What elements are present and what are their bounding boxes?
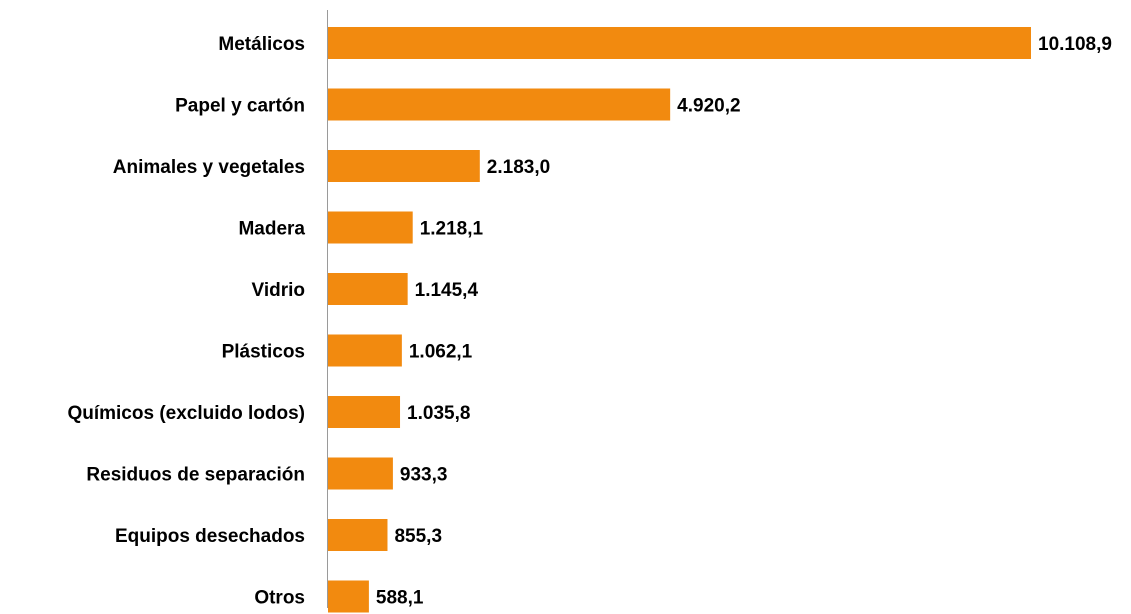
category-label-3: Madera <box>238 219 305 240</box>
bar-9 <box>328 580 369 613</box>
value-label-6: 1.035,8 <box>407 403 470 424</box>
category-label-2: Animales y vegetales <box>113 157 305 178</box>
bar-2 <box>328 150 480 182</box>
bars-group <box>328 27 1031 613</box>
bar-4 <box>328 273 408 305</box>
value-labels-group: 10.108,9 4.920,2 2.183,0 1.218,1 1.145,4 1.06… <box>376 34 1112 609</box>
value-label-3: 1.218,1 <box>420 219 484 240</box>
bar-1 <box>328 88 671 121</box>
category-labels-group: Metálicos Papel y cartón Animales y vegeta… <box>67 34 305 609</box>
bar-3 <box>328 211 413 244</box>
value-label-4: 1.145,4 <box>415 280 479 301</box>
category-label-4: Vidrio <box>252 280 306 301</box>
value-label-0: 10.108,9 <box>1038 34 1112 55</box>
category-label-0: Metálicos <box>218 34 305 55</box>
category-label-1: Papel y cartón <box>175 96 305 117</box>
bar-7 <box>328 457 393 490</box>
bar-5 <box>328 334 402 367</box>
category-label-8: Equipos desechados <box>115 526 305 547</box>
bar-0 <box>328 27 1031 59</box>
category-label-6: Químicos (excluido lodos) <box>67 403 305 424</box>
category-label-7: Residuos de separación <box>86 465 305 486</box>
value-label-7: 933,3 <box>400 465 448 486</box>
value-label-2: 2.183,0 <box>487 157 550 178</box>
value-label-1: 4.920,2 <box>677 96 740 117</box>
category-label-9: Otros <box>254 588 305 609</box>
value-label-5: 1.062,1 <box>409 342 473 363</box>
bar-8 <box>328 519 388 551</box>
category-label-5: Plásticos <box>222 342 305 363</box>
bar-6 <box>328 396 401 428</box>
value-label-8: 855,3 <box>394 526 442 547</box>
value-label-9: 588,1 <box>376 588 424 609</box>
